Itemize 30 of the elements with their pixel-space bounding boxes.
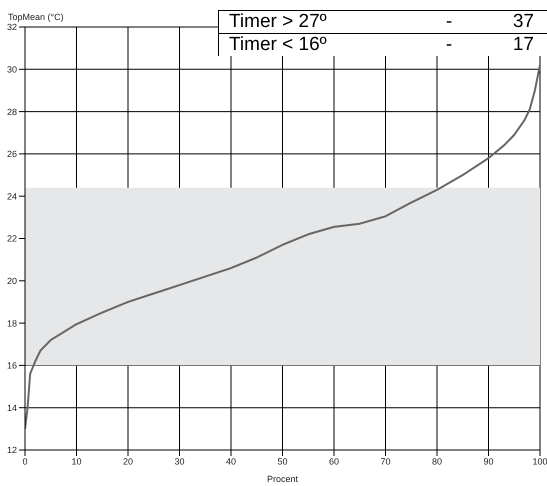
y-tick-label: 28 bbox=[6, 106, 17, 117]
x-tick-label: 40 bbox=[226, 456, 236, 466]
annotation: 17 bbox=[512, 34, 535, 56]
annotation: Timer > 27º bbox=[228, 11, 328, 33]
y-tick-label: 22 bbox=[6, 234, 17, 244]
y-tick-label: 30 bbox=[6, 64, 17, 74]
annotation: 37 bbox=[512, 11, 535, 33]
y-tick-label: 32 bbox=[6, 22, 17, 32]
x-tick-label: 60 bbox=[328, 456, 340, 466]
x-tick-label: 10 bbox=[71, 456, 82, 466]
y-tick-label: 14 bbox=[6, 402, 17, 413]
x-tick-label: 70 bbox=[380, 456, 391, 466]
x-tick-label: 0 bbox=[22, 456, 28, 466]
y-tick-label: 16 bbox=[6, 360, 17, 371]
annotation: - bbox=[444, 11, 454, 33]
x-tick-label: 90 bbox=[483, 456, 494, 466]
y-tick-label: 24 bbox=[6, 191, 17, 202]
x-tick-label: 50 bbox=[277, 456, 288, 466]
y-axis-title: TopMean (°C) bbox=[8, 12, 64, 22]
annotation: Timer < 16º bbox=[228, 34, 328, 56]
x-tick-label: 30 bbox=[174, 456, 185, 466]
x-tick-label: 80 bbox=[432, 456, 442, 466]
annotation: - bbox=[444, 34, 454, 56]
y-tick-label: 18 bbox=[6, 318, 17, 328]
y-tick-label: 20 bbox=[6, 276, 17, 286]
y-tick-label: 12 bbox=[6, 445, 17, 456]
x-tick-label: 100 bbox=[532, 456, 547, 466]
y-tick-label: 26 bbox=[6, 149, 17, 160]
x-tick-label: 20 bbox=[122, 456, 134, 466]
x-axis-title: Procent bbox=[266, 474, 298, 484]
